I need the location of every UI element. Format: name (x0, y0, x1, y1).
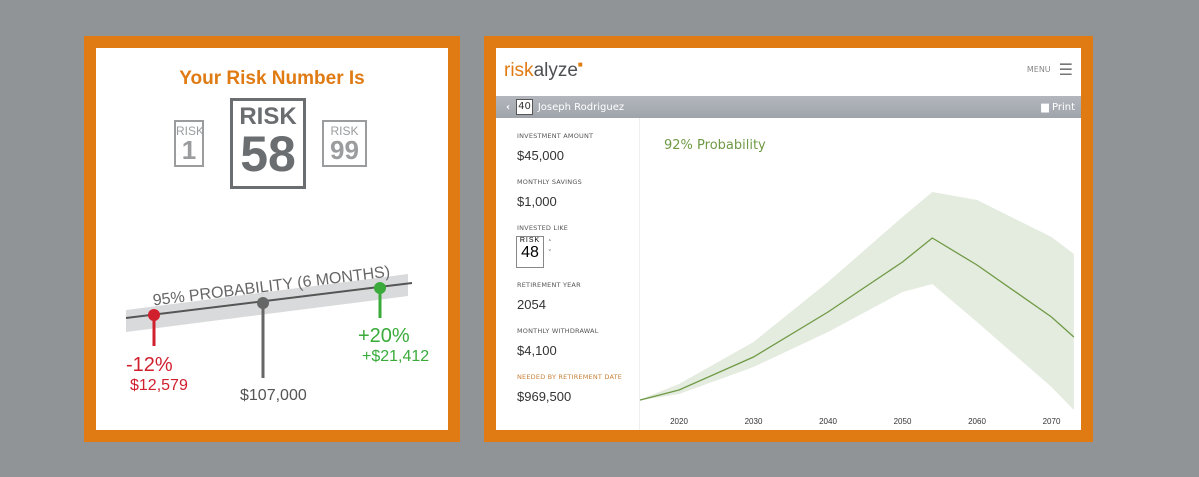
gain-marker (374, 282, 386, 294)
risk-1-badge: RISK 1 (174, 120, 204, 167)
chart-title: 92% Probability (664, 138, 766, 153)
needed-by-retirement-value: $969,500 (517, 389, 572, 404)
invested-like-label[interactable]: INVESTED LIKE (517, 224, 569, 232)
projection-chart: 2020 2030 2040 2050 2060 2070 (640, 192, 1075, 426)
invested-like-risk-badge[interactable]: RISK 48 (516, 236, 544, 268)
x-tick-label: 2070 (1043, 417, 1061, 426)
risk-title: Your Risk Number Is (179, 68, 365, 89)
risk-value: 1 (181, 135, 197, 165)
risk-number-card: Your Risk Number Is RISK 1 RISK 58 RISK … (84, 36, 460, 442)
menu-label: MENU (1026, 65, 1051, 74)
gain-amount: +$21,412 (362, 348, 429, 365)
investment-amount-label: INVESTMENT AMOUNT (517, 132, 594, 140)
risk-value: 99 (330, 135, 359, 165)
x-tick-label: 2030 (745, 417, 763, 426)
risk-58-badge: RISK 58 (230, 98, 306, 189)
risk-word: RISK (519, 237, 541, 244)
riskalyze-app-card: riskalyze■ MENU ☰ ‹ 40 Joseph Rodriguez ▆… (484, 36, 1093, 442)
retirement-year-label: RETIREMENT YEAR (517, 281, 581, 289)
monthly-savings-value[interactable]: $1,000 (517, 194, 557, 209)
hamburger-icon: ☰ (1058, 60, 1073, 79)
gain-percent: +20% (358, 325, 410, 347)
median-line (640, 237, 1075, 401)
retirement-year-value[interactable]: 2054 (517, 297, 546, 312)
probability-graphic: 95% PROBABILITY (6 MONTHS) -12% $12,579 … (125, 264, 429, 404)
client-bar: ‹ 40 Joseph Rodriguez ▆ Print (496, 96, 1081, 118)
plan-inputs: INVESTMENT AMOUNT $45,000 MONTHLY SAVING… (496, 118, 640, 430)
expected-marker (257, 297, 269, 309)
printer-icon: ▆ (1041, 101, 1049, 113)
x-tick-label: 2060 (968, 417, 986, 426)
monthly-withdrawal-label: MONTHLY WITHDRAWAL (517, 327, 599, 335)
risk-word: RISK (330, 124, 359, 138)
x-tick-label: 2050 (894, 417, 912, 426)
loss-percent: -12% (126, 354, 173, 376)
needed-by-retirement-label: NEEDED BY RETIREMENT DATE (517, 373, 623, 381)
risk-value: 58 (240, 126, 296, 182)
back-icon[interactable]: ‹ (506, 101, 511, 113)
confidence-band (640, 192, 1074, 410)
print-label: Print (1051, 101, 1075, 113)
invested-like-value: 48 (521, 244, 539, 261)
client-name[interactable]: Joseph Rodriguez (537, 101, 625, 113)
probability-axis (125, 282, 413, 319)
risk-stepper[interactable]: ˄ ˅ (548, 239, 552, 257)
menu-button[interactable]: MENU ☰ (1027, 60, 1073, 79)
print-button[interactable]: ▆ Print (1041, 102, 1075, 113)
client-risk-badge: 40 (516, 99, 533, 115)
expected-amount: $107,000 (240, 387, 307, 404)
investment-amount-value[interactable]: $45,000 (517, 148, 564, 163)
x-tick-label: 2020 (670, 417, 688, 426)
loss-marker (148, 309, 160, 321)
monthly-withdrawal-value[interactable]: $4,100 (517, 343, 557, 358)
risk-word: RISK (176, 124, 205, 138)
x-tick-label: 2040 (819, 417, 837, 426)
risk-word: RISK (239, 103, 297, 130)
loss-amount: $12,579 (130, 377, 188, 394)
riskalyze-logo: riskalyze■ (504, 60, 583, 81)
monthly-savings-label: MONTHLY SAVINGS (517, 178, 582, 186)
risk-99-badge: RISK 99 (322, 120, 367, 167)
app-header: riskalyze■ MENU ☰ (496, 48, 1081, 94)
